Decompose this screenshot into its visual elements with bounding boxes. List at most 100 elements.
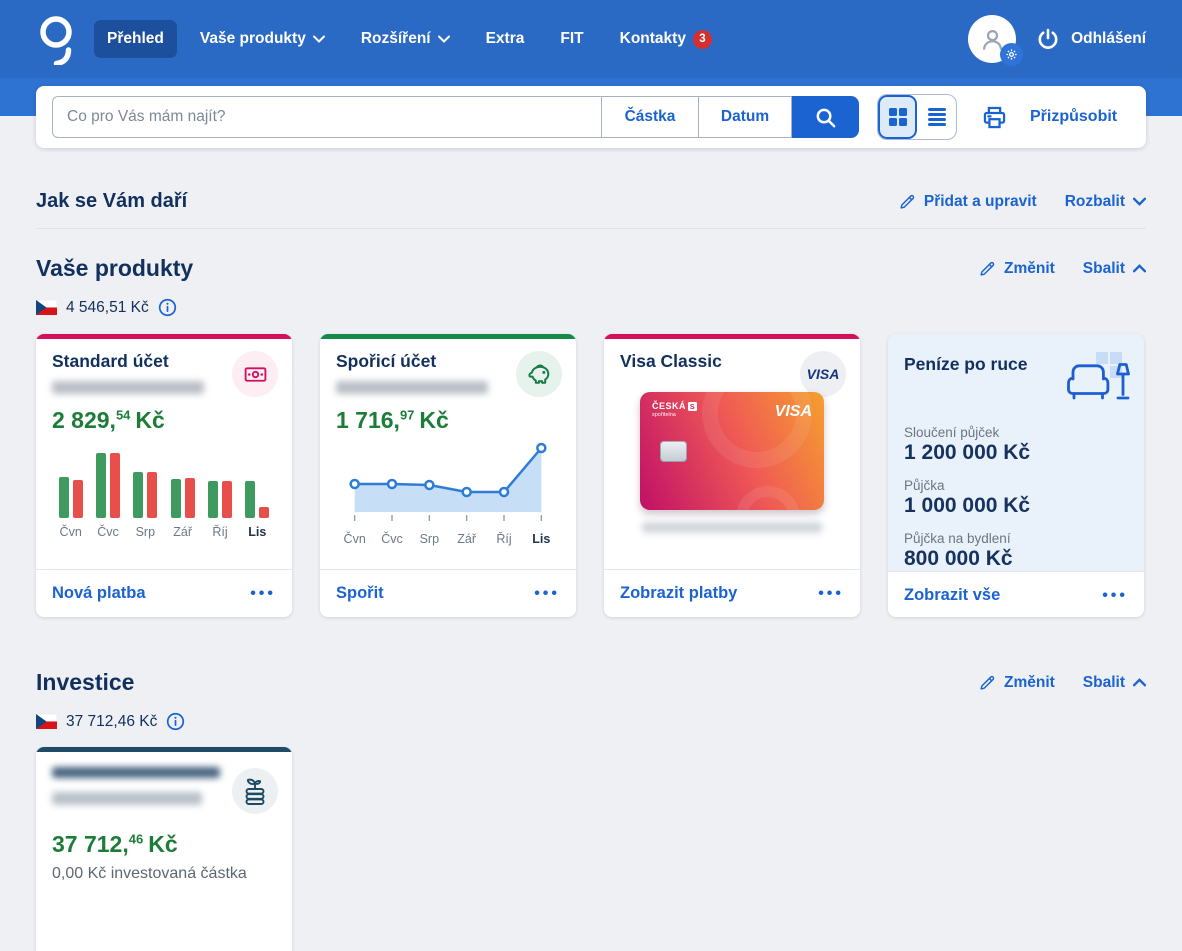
account-owner-blurred <box>52 792 202 805</box>
visa-badge-label: VISA <box>806 366 840 382</box>
nav-item-extra[interactable]: Extra <box>473 20 538 58</box>
bar-group: Srp <box>127 452 164 539</box>
card-investment[interactable]: 37 712,46 Kč 0,00 Kč investovaná částka <box>36 747 292 951</box>
gear-icon <box>1006 49 1017 60</box>
account-owner-blurred <box>52 381 204 394</box>
printer-icon <box>983 106 1006 128</box>
card-menu-button[interactable]: ••• <box>1102 586 1128 604</box>
card-title: Peníze po ruce <box>904 354 1028 374</box>
main-content: Jak se Vám daří Přidat a upravit Rozbali… <box>0 190 1182 951</box>
bar <box>245 481 256 518</box>
search-input[interactable] <box>52 96 602 138</box>
card-standard-account[interactable]: Standard účet 2 829,54 Kč Čvn Čvc Srp Zář Říj… <box>36 334 292 617</box>
search-button[interactable] <box>792 96 859 138</box>
add-edit-link[interactable]: Přidat a upravit <box>899 193 1037 211</box>
nav-item-label: Rozšíření <box>360 30 431 47</box>
card-title: Spořicí účet <box>336 351 437 371</box>
investments-title: Investice <box>36 669 135 695</box>
month-label: Zář <box>173 525 193 539</box>
visa-card-image: ČESKÁ S spořitelna VISA <box>640 392 824 510</box>
bar <box>147 472 158 518</box>
visa-badge: VISA <box>800 351 846 397</box>
save-money-link[interactable]: Spořit <box>336 584 384 602</box>
user-icon <box>982 29 1002 50</box>
date-filter-button[interactable]: Datum <box>699 96 792 138</box>
coins-sprout-icon-circle <box>232 768 278 814</box>
bar <box>207 481 218 518</box>
bar <box>72 480 83 518</box>
nav-item-label: Vaše produkty <box>199 30 306 47</box>
card-number-blurred <box>642 522 822 533</box>
grid-icon <box>888 108 907 126</box>
list-view-button[interactable] <box>917 95 956 139</box>
month-label: Lis <box>532 532 551 546</box>
czech-flag-icon <box>36 714 57 729</box>
change-investments-link[interactable]: Změnit <box>979 674 1055 692</box>
chevron-down-icon <box>312 35 325 43</box>
change-label: Změnit <box>1003 259 1055 277</box>
card-savings-account[interactable]: Spořicí účet 1 716,97 Kč Čvn Čvc Srp Zář Říj L… <box>320 334 576 617</box>
bar-group: Čvc <box>89 452 126 539</box>
show-all-link[interactable]: Zobrazit vše <box>904 586 1001 604</box>
amount-filter-button[interactable]: Částka <box>602 96 699 138</box>
collapse-label: Sbalit <box>1082 259 1125 277</box>
pencil-icon <box>980 261 995 276</box>
loan-offer-row: Půjčka 1 000 000 Kč <box>904 478 1128 518</box>
card-menu-button[interactable]: ••• <box>250 584 276 602</box>
products-total: 4 546,51 Kč <box>66 298 149 316</box>
nav-item-kontakty[interactable]: Kontakty 3 <box>607 20 725 59</box>
month-label: Čvc <box>97 525 119 539</box>
collapse-investments-link[interactable]: Sbalit <box>1083 674 1146 692</box>
show-payments-link[interactable]: Zobrazit platby <box>620 584 738 602</box>
bar-group: Čvn <box>52 452 89 539</box>
george-logo[interactable] <box>36 13 76 65</box>
loan-label: Půjčka <box>904 478 945 493</box>
account-owner-blurred <box>336 381 488 394</box>
customize-link[interactable]: Přizpůsobit <box>1030 108 1118 125</box>
logout-button[interactable]: Odhlášení <box>1036 27 1146 51</box>
loan-offer-row: Půjčka na bydlení 800 000 Kč <box>904 531 1128 571</box>
bar <box>95 453 106 518</box>
nav-item-prehled[interactable]: Přehled <box>94 20 177 58</box>
nav-item-fit[interactable]: FIT <box>547 20 596 58</box>
print-button[interactable] <box>981 104 1008 131</box>
visa-brand-label: VISA <box>774 403 812 420</box>
top-navbar: Přehled Vaše produkty Rozšíření Extra FI… <box>0 0 1182 78</box>
nav-item-vase-produkty[interactable]: Vaše produkty <box>187 20 338 58</box>
card-menu-button[interactable]: ••• <box>534 584 560 602</box>
banknote-icon-circle <box>232 351 278 397</box>
czech-flag-icon <box>36 300 57 315</box>
products-info-button[interactable] <box>158 298 177 317</box>
search-icon <box>816 108 836 127</box>
nav-item-rozsireni[interactable]: Rozšíření <box>348 20 463 58</box>
card-chip-icon <box>660 441 687 462</box>
grid-view-button[interactable] <box>878 95 917 139</box>
george-logo-icon <box>40 16 72 65</box>
card-accent-bar <box>36 334 292 339</box>
new-payment-link[interactable]: Nová platba <box>52 584 146 602</box>
bar-group: Lis <box>239 452 276 539</box>
logout-label: Odhlášení <box>1071 30 1146 47</box>
pencil-icon <box>980 675 995 690</box>
loan-value: 1 200 000 Kč <box>904 441 1031 464</box>
chevron-up-icon <box>1133 678 1146 687</box>
avatar[interactable] <box>968 15 1017 63</box>
invested-amount-note: 0,00 Kč investovaná částka <box>52 865 247 882</box>
collapse-products-link[interactable]: Sbalit <box>1083 260 1146 278</box>
nav-menu: Přehled Vaše produkty Rozšíření Extra FI… <box>94 20 725 59</box>
card-loans-offer[interactable]: Peníze po ruce <box>888 334 1144 617</box>
bar <box>58 477 69 518</box>
change-products-link[interactable]: Změnit <box>979 260 1055 278</box>
bar-group: Říj <box>201 452 238 539</box>
card-accent-bar <box>320 334 576 339</box>
investment-title-blurred <box>52 767 220 778</box>
profile-settings-button[interactable] <box>1000 43 1024 66</box>
nav-item-label: Extra <box>485 30 525 47</box>
card-menu-button[interactable]: ••• <box>818 584 844 602</box>
savings-line-chart-svg <box>349 442 547 521</box>
expand-link[interactable]: Rozbalit <box>1065 193 1146 211</box>
wellbeing-title: Jak se Vám daří <box>36 190 188 212</box>
card-visa-classic[interactable]: Visa Classic VISA ČESKÁ S spořitelna <box>604 334 860 617</box>
investments-info-button[interactable] <box>166 712 185 731</box>
chevron-up-icon <box>1133 264 1146 273</box>
